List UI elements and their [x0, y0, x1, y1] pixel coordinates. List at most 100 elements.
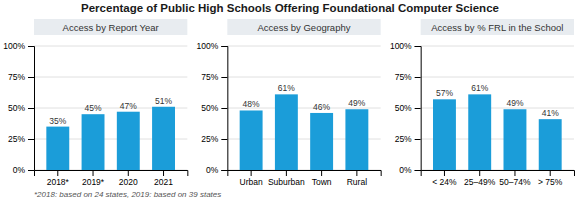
data-label: 46% [313, 102, 330, 112]
x-tick-label: Town [312, 177, 332, 187]
bar [275, 94, 298, 170]
y-tick: 0% [13, 165, 34, 175]
x-axis-line [35, 171, 188, 177]
x-tick: < 24% [432, 170, 457, 187]
x-axis: < 24%25–49%50–74%> 75% [421, 170, 574, 187]
y-tick-mark [415, 46, 421, 47]
x-tick-label: 2020 [119, 177, 138, 187]
x-axis: 2018* 2019* 2020 2021 [35, 170, 188, 187]
x-tick-label: Suburban [268, 177, 305, 187]
y-tick-label: 100% [390, 41, 412, 51]
y-tick-mark [28, 170, 34, 171]
y-tick: 75% [395, 72, 421, 82]
bar [345, 109, 368, 170]
y-tick-label: 100% [197, 41, 219, 51]
x-tick: Town [312, 170, 332, 187]
grid-line [227, 46, 380, 47]
chart-container: Percentage of Public High Schools Offeri… [0, 0, 580, 200]
x-tick-mark [57, 170, 58, 176]
x-tick: 2018* [47, 170, 70, 187]
data-label: 41% [542, 108, 559, 118]
subtitle-box [34, 19, 187, 35]
x-tick-mark [356, 170, 357, 176]
x-tick-mark [128, 170, 129, 176]
y-tick: 0% [399, 165, 420, 175]
y-tick-mark [28, 46, 34, 47]
x-tick-label: < 24% [432, 177, 457, 187]
grid [227, 46, 380, 170]
footnote: *2018: based on 24 states, 2019: based o… [34, 190, 221, 199]
y-tick: 100% [197, 41, 228, 51]
bar [240, 110, 263, 170]
y-tick-label: 100% [3, 41, 25, 51]
grid-line [227, 77, 380, 78]
x-tick-mark [93, 170, 94, 176]
subtitle: Access by % FRL in the School [431, 22, 563, 33]
bar [504, 109, 527, 170]
x-tick: > 75% [538, 170, 563, 187]
panel: 35%45%47%51%0%25%50%75%100%2018*2019*202… [3, 41, 188, 187]
y-tick-mark [28, 108, 34, 109]
x-tick-mark [550, 170, 551, 176]
y-tick-mark [221, 46, 227, 47]
y-tick: 100% [3, 41, 34, 51]
grid-line [34, 77, 187, 78]
bar [46, 127, 69, 170]
x-tick-mark [286, 170, 287, 176]
y-axis-line [415, 47, 422, 171]
panel: 57% 61% 49% 41% 0% 25% 50% 75% 100% < 24% 25–49% 50… [390, 41, 575, 187]
bars [46, 107, 175, 170]
data-label: 47% [120, 101, 137, 111]
y-axis-line [28, 47, 35, 171]
y-tick-label: 50% [201, 103, 218, 113]
data-label: 61% [471, 83, 488, 93]
grid [421, 46, 574, 170]
x-tick: 2020 [119, 170, 138, 187]
panel: 48%61%46%49%0%25%50%75%100%UrbanSuburban… [197, 41, 382, 187]
y-tick-mark [28, 139, 34, 140]
y-tick-label: 25% [8, 134, 25, 144]
y-tick: 75% [8, 72, 34, 82]
y-tick-mark [28, 77, 34, 78]
x-tick-mark [321, 170, 322, 176]
grid-line [421, 46, 574, 47]
subtitle-box [421, 19, 574, 35]
grid-line [34, 46, 187, 47]
x-tick: Rural [347, 170, 367, 187]
data-label: 35% [49, 116, 66, 126]
x-tick-mark [163, 170, 164, 176]
x-tick: Suburban [268, 170, 305, 187]
x-axis-line [228, 171, 381, 177]
data-label: 51% [155, 96, 172, 106]
x-tick-label: 2018* [47, 177, 70, 187]
x-tick: 2021 [154, 170, 173, 187]
x-tick-label: > 75% [538, 177, 563, 187]
y-axis: 0%25%50%75%100% [197, 41, 228, 175]
data-label: 48% [243, 99, 260, 109]
x-tick-label: 25–49% [464, 177, 496, 187]
y-tick: 25% [8, 134, 34, 144]
data-labels: 57% 61% 49% 41% [436, 83, 559, 118]
x-tick-label: 2019* [82, 177, 105, 187]
bar [468, 94, 491, 170]
y-tick-mark [415, 77, 421, 78]
x-tick: 2019* [82, 170, 105, 187]
subtitle: Access by Report Year [63, 22, 159, 33]
y-tick-label: 50% [395, 103, 412, 113]
subtitle-box [227, 19, 380, 35]
y-tick-label: 25% [395, 134, 412, 144]
y-tick-mark [221, 170, 227, 171]
y-axis: 0% 25% 50% 75% 100% [390, 41, 421, 175]
x-tick: Urban [240, 170, 263, 187]
y-tick: 25% [395, 134, 421, 144]
bar [539, 119, 562, 170]
data-label: 49% [348, 98, 365, 108]
y-tick-label: 75% [8, 72, 25, 82]
x-tick-mark [251, 170, 252, 176]
data-label: 57% [436, 88, 453, 98]
y-tick: 100% [390, 41, 421, 51]
data-label: 49% [506, 98, 523, 108]
x-tick-label: Urban [240, 177, 263, 187]
subtitle: Access by Geography [258, 22, 351, 33]
y-tick-label: 0% [206, 165, 219, 175]
